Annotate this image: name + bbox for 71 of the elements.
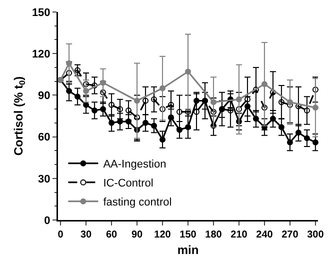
point [252,116,259,122]
x-tick-label: 270 [282,230,299,240]
point [270,89,276,96]
point [83,81,90,88]
point [92,107,98,114]
point [312,139,318,146]
point [185,68,191,75]
point [100,89,106,96]
point [66,70,72,76]
legend-label: fasting control [103,196,172,209]
point [74,67,81,74]
x-tick-label: 180 [205,230,222,240]
point [210,108,216,115]
point [100,106,106,112]
point [210,99,216,106]
point [278,124,284,130]
point [117,118,124,125]
point [236,106,242,112]
x-tick-label: 30 [80,230,92,240]
legend-label: AA-Ingestion [103,158,166,171]
point [142,120,149,126]
y-tick-label: 60 [38,132,50,144]
point [286,99,293,106]
x-tick-label: 210 [230,230,248,240]
point [304,107,310,114]
point [142,98,149,104]
point [151,122,158,129]
point [160,106,166,112]
point [134,114,140,120]
y-tick-label: 30 [38,173,50,186]
x-tick-label: 120 [154,230,172,240]
x-tick-label: 60 [106,230,118,240]
y-tick-label: 120 [32,48,50,60]
point [108,120,115,126]
point [134,98,140,104]
point [74,94,81,100]
point [83,88,90,94]
point [117,106,124,112]
point [261,81,268,88]
point [176,108,182,115]
x-tick-label: 240 [256,230,274,240]
point [92,82,98,88]
point [168,102,174,108]
point [151,96,158,102]
point [126,107,132,114]
point [100,80,106,86]
point [160,85,166,92]
point [108,102,115,108]
point [66,60,72,66]
point [160,136,166,143]
point [304,135,310,142]
x-tick-label: 300 [307,230,324,240]
point [286,139,293,146]
point [312,104,318,111]
x-tick-label: 0 [58,230,64,240]
point [295,103,302,110]
point [278,99,284,106]
y-tick-label: 90 [38,90,50,102]
point [252,86,259,93]
x-tick-label: 150 [180,230,197,240]
y-tick-label: 150 [32,6,50,19]
y-tick-label: 0 [44,214,50,227]
x-tick-label: 90 [131,230,144,240]
point [312,86,318,93]
legend-label: IC-Control [103,178,154,190]
point [295,130,302,136]
point [270,116,276,122]
x-axis-title: min [177,243,199,258]
point [261,104,268,111]
point [66,88,72,94]
point [236,96,242,102]
